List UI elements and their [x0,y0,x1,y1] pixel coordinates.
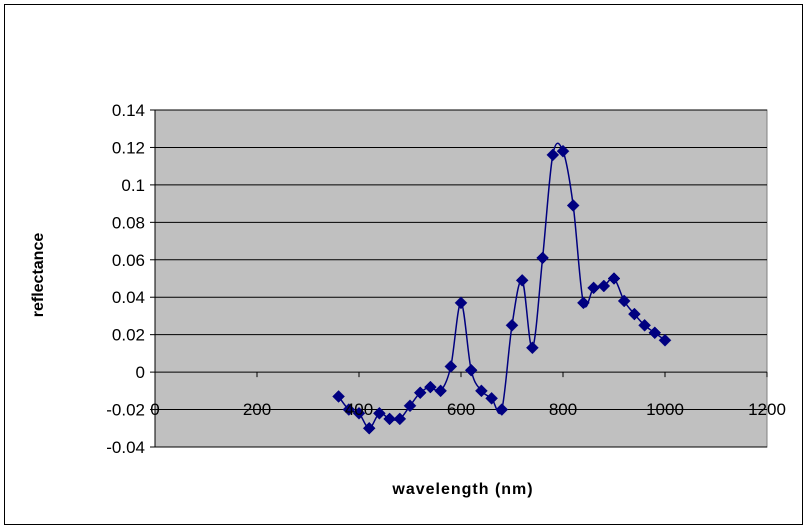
x-tick-label-0: 0 [150,400,159,419]
x-tick-label-2: 400 [345,400,373,419]
y-tick-label-0: -0.04 [106,438,145,457]
grid-lines [155,109,767,448]
data-point-23 [566,199,580,212]
data-point-28 [617,294,631,308]
y-tick-label-5: 0.06 [112,251,145,270]
data-point-16 [495,403,509,416]
data-point-19 [526,341,539,355]
axes [150,109,768,448]
data-point-8 [413,386,427,400]
x-tick-labels: 0 200 400 600 800 1000 1200 [150,400,786,419]
data-point-11 [444,360,458,373]
data-point-29 [628,307,641,321]
data-point-13 [464,363,478,377]
y-tick-label-1: -0.02 [106,401,145,420]
series-0 [332,142,672,435]
data-point-30 [638,318,651,332]
plot-area [154,109,768,448]
data-point-1 [342,403,356,416]
data-point-18 [515,274,529,287]
data-point-2 [352,406,366,420]
y-tick-label-8: 0.12 [112,138,145,157]
data-point-22 [556,144,570,158]
data-point-26 [597,279,611,293]
y-tick-label-2: 0 [136,363,145,382]
x-tick-label-3: 600 [447,400,475,419]
data-point-9 [424,380,437,394]
data-point-20 [536,251,549,265]
x-tick-label-4: 800 [549,400,577,419]
y-axis-title: reflectance [30,233,47,318]
data-point-27 [607,272,621,285]
data-point-7 [403,399,417,413]
y-tick-label-6: 0.08 [112,213,145,232]
data-point-24 [577,296,590,310]
data-point-10 [434,384,447,398]
data-point-21 [546,148,560,162]
data-point-3 [362,421,376,435]
x-axis-title: wavelength (nm) [391,481,533,498]
data-point-15 [485,391,498,405]
y-tick-label-3: 0.02 [112,326,145,345]
data-point-12 [454,296,468,310]
data-point-4 [373,406,386,420]
data-point-5 [383,412,396,426]
data-point-17 [505,318,519,332]
x-tick-label-5: 1000 [646,400,684,419]
x-tick-label-6: 1200 [748,400,786,419]
y-tick-label-9: 0.14 [112,101,145,120]
y-tick-label-7: 0.1 [121,176,145,195]
y-tick-label-4: 0.04 [112,288,145,307]
x-tick-label-1: 200 [243,400,271,419]
y-tick-labels: -0.04 -0.02 0 0.02 0.04 0.06 0.08 0.1 0.12 0.14 [106,101,145,457]
data-point-14 [475,384,488,398]
data-point-32 [658,333,672,347]
data-point-6 [393,412,407,426]
data-point-0 [332,390,345,403]
data-point-31 [648,326,662,340]
